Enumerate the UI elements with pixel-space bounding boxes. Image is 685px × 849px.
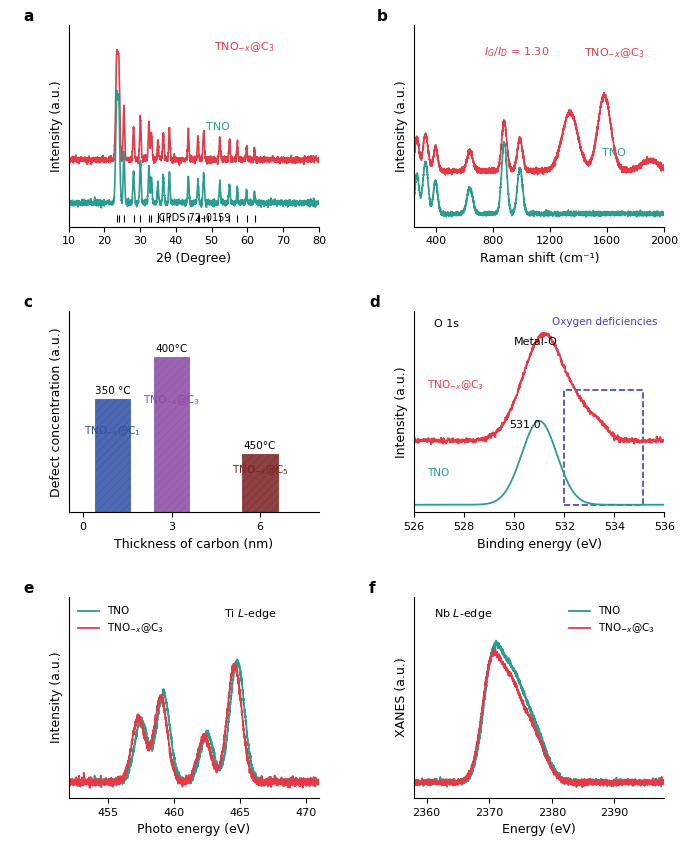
Y-axis label: Intensity (a.u.): Intensity (a.u.) bbox=[50, 81, 63, 171]
Text: e: e bbox=[23, 581, 34, 596]
Text: TNO$_{-x}$@C$_3$: TNO$_{-x}$@C$_3$ bbox=[584, 46, 645, 59]
Text: 400°C: 400°C bbox=[155, 344, 188, 354]
Text: Oxygen deficiencies: Oxygen deficiencies bbox=[552, 318, 658, 327]
Text: O 1s: O 1s bbox=[434, 319, 459, 329]
Text: f: f bbox=[369, 581, 375, 596]
Bar bbox=[154, 357, 189, 512]
Bar bbox=[242, 454, 277, 512]
Text: JCPDS 72–0159: JCPDS 72–0159 bbox=[156, 212, 231, 222]
Text: a: a bbox=[23, 9, 34, 25]
Y-axis label: Intensity (a.u.): Intensity (a.u.) bbox=[50, 652, 63, 743]
Text: 350 °C: 350 °C bbox=[95, 386, 131, 396]
Y-axis label: XANES (a.u.): XANES (a.u.) bbox=[395, 658, 408, 737]
Bar bbox=[242, 454, 277, 512]
Y-axis label: Intensity (a.u.): Intensity (a.u.) bbox=[395, 366, 408, 458]
Bar bbox=[95, 399, 130, 512]
X-axis label: 2θ (Degree): 2θ (Degree) bbox=[156, 252, 232, 265]
X-axis label: Thickness of carbon (nm): Thickness of carbon (nm) bbox=[114, 537, 273, 551]
Text: TNO$_{-x}$@C$_3$: TNO$_{-x}$@C$_3$ bbox=[143, 394, 200, 408]
Text: 450°C: 450°C bbox=[244, 441, 276, 451]
Text: Ti $L$-edge: Ti $L$-edge bbox=[224, 607, 277, 621]
Bar bbox=[95, 399, 130, 512]
Text: 531.0: 531.0 bbox=[509, 420, 541, 430]
X-axis label: Energy (eV): Energy (eV) bbox=[502, 824, 576, 836]
Text: TNO$_{-x}$@C$_1$: TNO$_{-x}$@C$_1$ bbox=[84, 424, 141, 437]
Y-axis label: Intensity (a.u.): Intensity (a.u.) bbox=[395, 81, 408, 171]
Text: b: b bbox=[377, 9, 387, 25]
Text: Nb $L$-edge: Nb $L$-edge bbox=[434, 607, 493, 621]
Text: TNO$_{-x}$@C$_5$: TNO$_{-x}$@C$_5$ bbox=[232, 464, 288, 477]
Text: TNO$_{-x}$@C$_3$: TNO$_{-x}$@C$_3$ bbox=[427, 378, 484, 391]
Y-axis label: Defect concentration (a.u.): Defect concentration (a.u.) bbox=[50, 327, 63, 497]
Legend: TNO, TNO$_{-x}$@C$_3$: TNO, TNO$_{-x}$@C$_3$ bbox=[565, 602, 659, 639]
Text: TNO: TNO bbox=[427, 468, 449, 478]
Text: TNO: TNO bbox=[206, 122, 230, 132]
Text: TNO: TNO bbox=[602, 149, 625, 158]
X-axis label: Raman shift (cm⁻¹): Raman shift (cm⁻¹) bbox=[479, 252, 599, 265]
Text: TNO$_{-x}$@C$_3$: TNO$_{-x}$@C$_3$ bbox=[214, 40, 275, 53]
Legend: TNO, TNO$_{-x}$@C$_3$: TNO, TNO$_{-x}$@C$_3$ bbox=[74, 602, 168, 639]
Text: Metal-O: Metal-O bbox=[514, 337, 558, 347]
Text: c: c bbox=[23, 295, 32, 310]
X-axis label: Binding energy (eV): Binding energy (eV) bbox=[477, 537, 601, 551]
Text: d: d bbox=[369, 295, 379, 310]
Text: $\it{I}_G/\it{I}_D$ = 1.30: $\it{I}_G/\it{I}_D$ = 1.30 bbox=[484, 46, 549, 59]
Bar bbox=[154, 357, 189, 512]
X-axis label: Photo energy (eV): Photo energy (eV) bbox=[137, 824, 250, 836]
